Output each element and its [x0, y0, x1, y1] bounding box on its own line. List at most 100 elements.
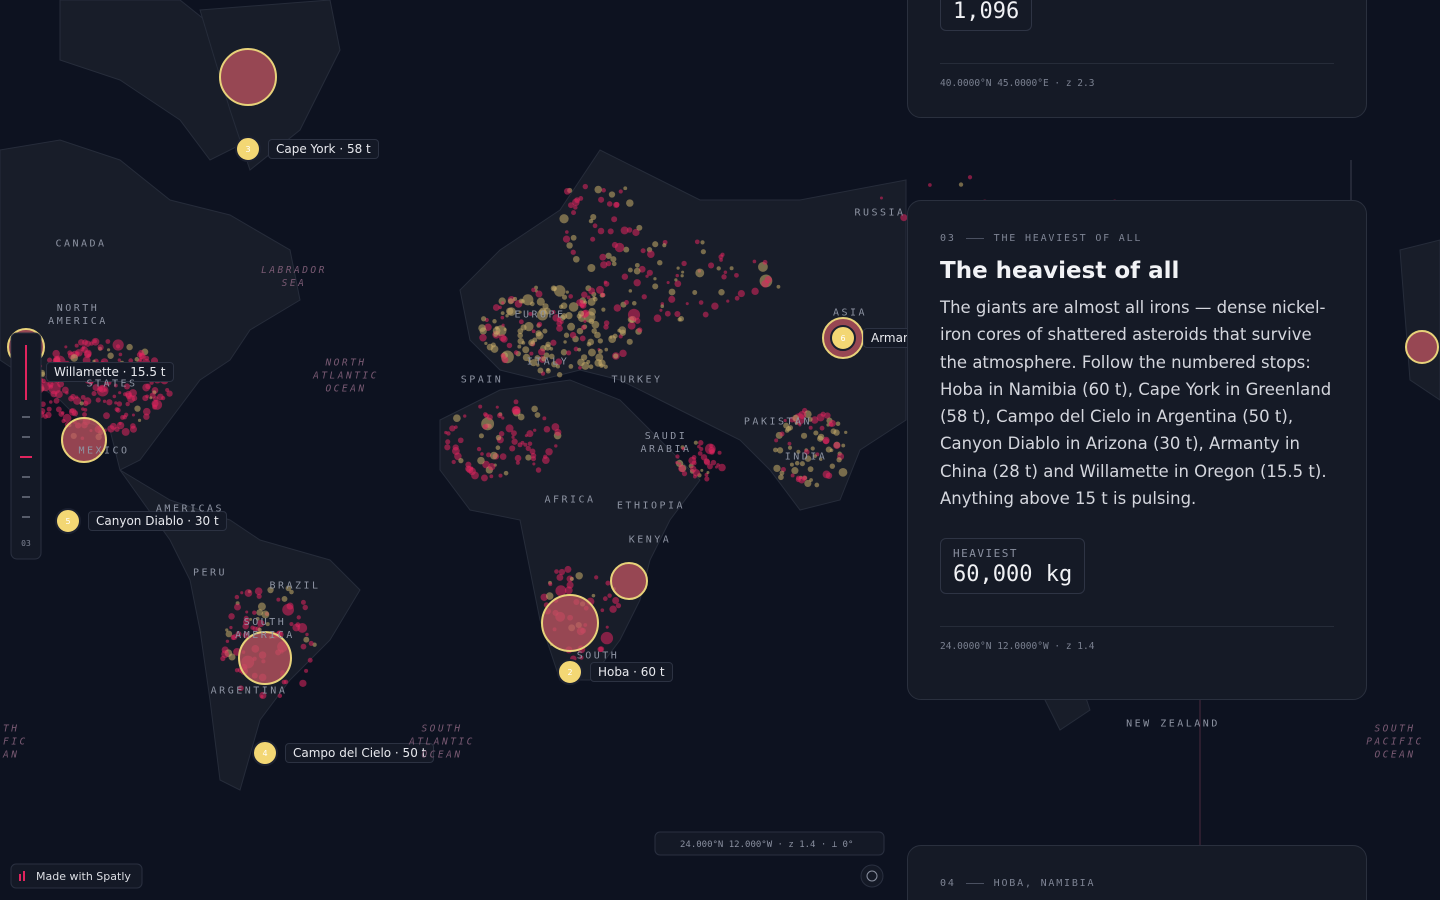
- meteorite-dot: [521, 341, 526, 345]
- meteorite-dot: [115, 344, 121, 349]
- meteorite-dot: [526, 430, 534, 438]
- meteorite-dot: [787, 441, 792, 446]
- meteorite-dot: [566, 242, 573, 249]
- meteorite-dot: [482, 460, 490, 469]
- meteorite-dot: [449, 425, 456, 432]
- meteorite-dot: [700, 468, 704, 472]
- meteorite-dot: [523, 442, 528, 447]
- meteorite-dot: [774, 438, 779, 443]
- meteorite-dot: [578, 196, 584, 201]
- meteorite-dot: [121, 427, 130, 436]
- meteorite-dot: [225, 630, 233, 638]
- meteorite-dot: [561, 313, 568, 320]
- meteorite-dot: [804, 479, 812, 487]
- meteorite-dot: [545, 368, 551, 374]
- meteorite-dot: [446, 431, 451, 436]
- meteorite-dot: [798, 410, 807, 419]
- meteorite-dot: [698, 300, 704, 305]
- credit[interactable]: Made with Spatly: [10, 863, 143, 889]
- meteorite-dot: [542, 416, 547, 421]
- meteorite-dot: [234, 594, 240, 600]
- meteorite-dot: [145, 383, 151, 390]
- meteorite-dot: [700, 249, 706, 255]
- meteorite-dot: [308, 640, 314, 646]
- meteorite-dot: [602, 596, 608, 602]
- meteorite-dot: [305, 632, 309, 637]
- meteorite-dot: [538, 348, 546, 356]
- meteorite-dot: [115, 407, 121, 413]
- meteorite-dot: [565, 312, 573, 320]
- map-label: ARGENTINA: [210, 685, 288, 697]
- meteorite-dot: [588, 364, 594, 370]
- meteorite-dot: [790, 473, 795, 478]
- meteorite-dot: [444, 444, 451, 451]
- meteorite-dot: [716, 266, 721, 271]
- meteorite-dot: [105, 339, 111, 344]
- meteorite-dot: [544, 344, 551, 351]
- meteorite-dot: [597, 646, 604, 653]
- meteorite-dot: [486, 452, 492, 458]
- meteorite-dot: [527, 441, 533, 447]
- meteorite-dot: [513, 399, 519, 405]
- meteorite-dot: [478, 324, 486, 332]
- credit-text[interactable]: Made with Spatly: [36, 870, 131, 883]
- meteorite-dot: [235, 631, 242, 637]
- meteorite-dot: [608, 191, 616, 198]
- marker-badge: [55, 508, 81, 534]
- meteorite-dot: [600, 608, 605, 613]
- meteorite-dot: [734, 272, 739, 278]
- map-label: AMERICAS: [155, 503, 225, 515]
- map-label: INDIA: [784, 451, 828, 463]
- meteorite-dot: [721, 274, 727, 280]
- meteorite-dot: [256, 609, 264, 616]
- marker-number: 5: [65, 517, 70, 526]
- meteorite-dot: [533, 428, 537, 432]
- meteorite-dot: [588, 307, 596, 316]
- meteorite-dot: [252, 610, 257, 615]
- map-label: AFRICA: [544, 494, 596, 506]
- meteorite-dot: [556, 324, 563, 332]
- meteorite-dot: [553, 285, 566, 297]
- card-footer: 24.0000°N 12.0000°W · z 1.4: [940, 626, 1334, 652]
- stat-value: 60,000 kg: [953, 562, 1073, 588]
- meteorite-dot: [565, 230, 569, 234]
- meteorite-dot: [289, 589, 294, 595]
- meteorite-dot: [463, 414, 467, 418]
- meteorite-dot: [569, 576, 574, 581]
- meteorite-dot: [568, 294, 574, 299]
- meteorite-dot: [64, 345, 68, 349]
- meteorite-dot: [541, 456, 550, 465]
- meteorite-dot: [576, 327, 584, 335]
- meteorite-dot: [621, 273, 629, 280]
- meteorite-dot: [492, 304, 500, 311]
- meteorite-dot: [624, 300, 629, 305]
- meteorite-dot: [281, 595, 288, 602]
- meteorite-dot: [62, 413, 72, 423]
- card-kicker-text: HOBA, NAMIBIA: [993, 878, 1096, 889]
- meteorite-dot: [524, 321, 534, 332]
- meteorite-dot: [240, 591, 244, 595]
- meteorite-dot: [588, 287, 596, 295]
- meteorite-dot: [543, 307, 551, 315]
- meteorite-dot: [823, 438, 830, 445]
- meteorite-dot: [488, 462, 496, 471]
- meteorite-dot: [717, 450, 722, 455]
- meteorite-dot: [702, 311, 709, 318]
- meteorite-dot: [302, 604, 308, 611]
- meteorite-dot: [261, 610, 270, 619]
- marker-number: 4: [262, 749, 267, 758]
- meteorite-dot: [718, 463, 726, 472]
- meteorite-dot: [118, 421, 122, 425]
- map-label: SOUTH AMERICA: [235, 617, 295, 641]
- meteorite-dot: [259, 691, 267, 700]
- meteorite-dot: [527, 359, 532, 363]
- meteorite-dot: [628, 289, 633, 293]
- map-label: LABRADOR SEA: [261, 265, 327, 289]
- meteorite-dot: [454, 452, 462, 461]
- map-label: TH FIC AN: [3, 723, 28, 761]
- meteorite-dot: [512, 296, 518, 302]
- map-label: TURKEY: [611, 374, 663, 386]
- meteorite-dot: [807, 416, 813, 422]
- meteorite-dot: [511, 438, 518, 445]
